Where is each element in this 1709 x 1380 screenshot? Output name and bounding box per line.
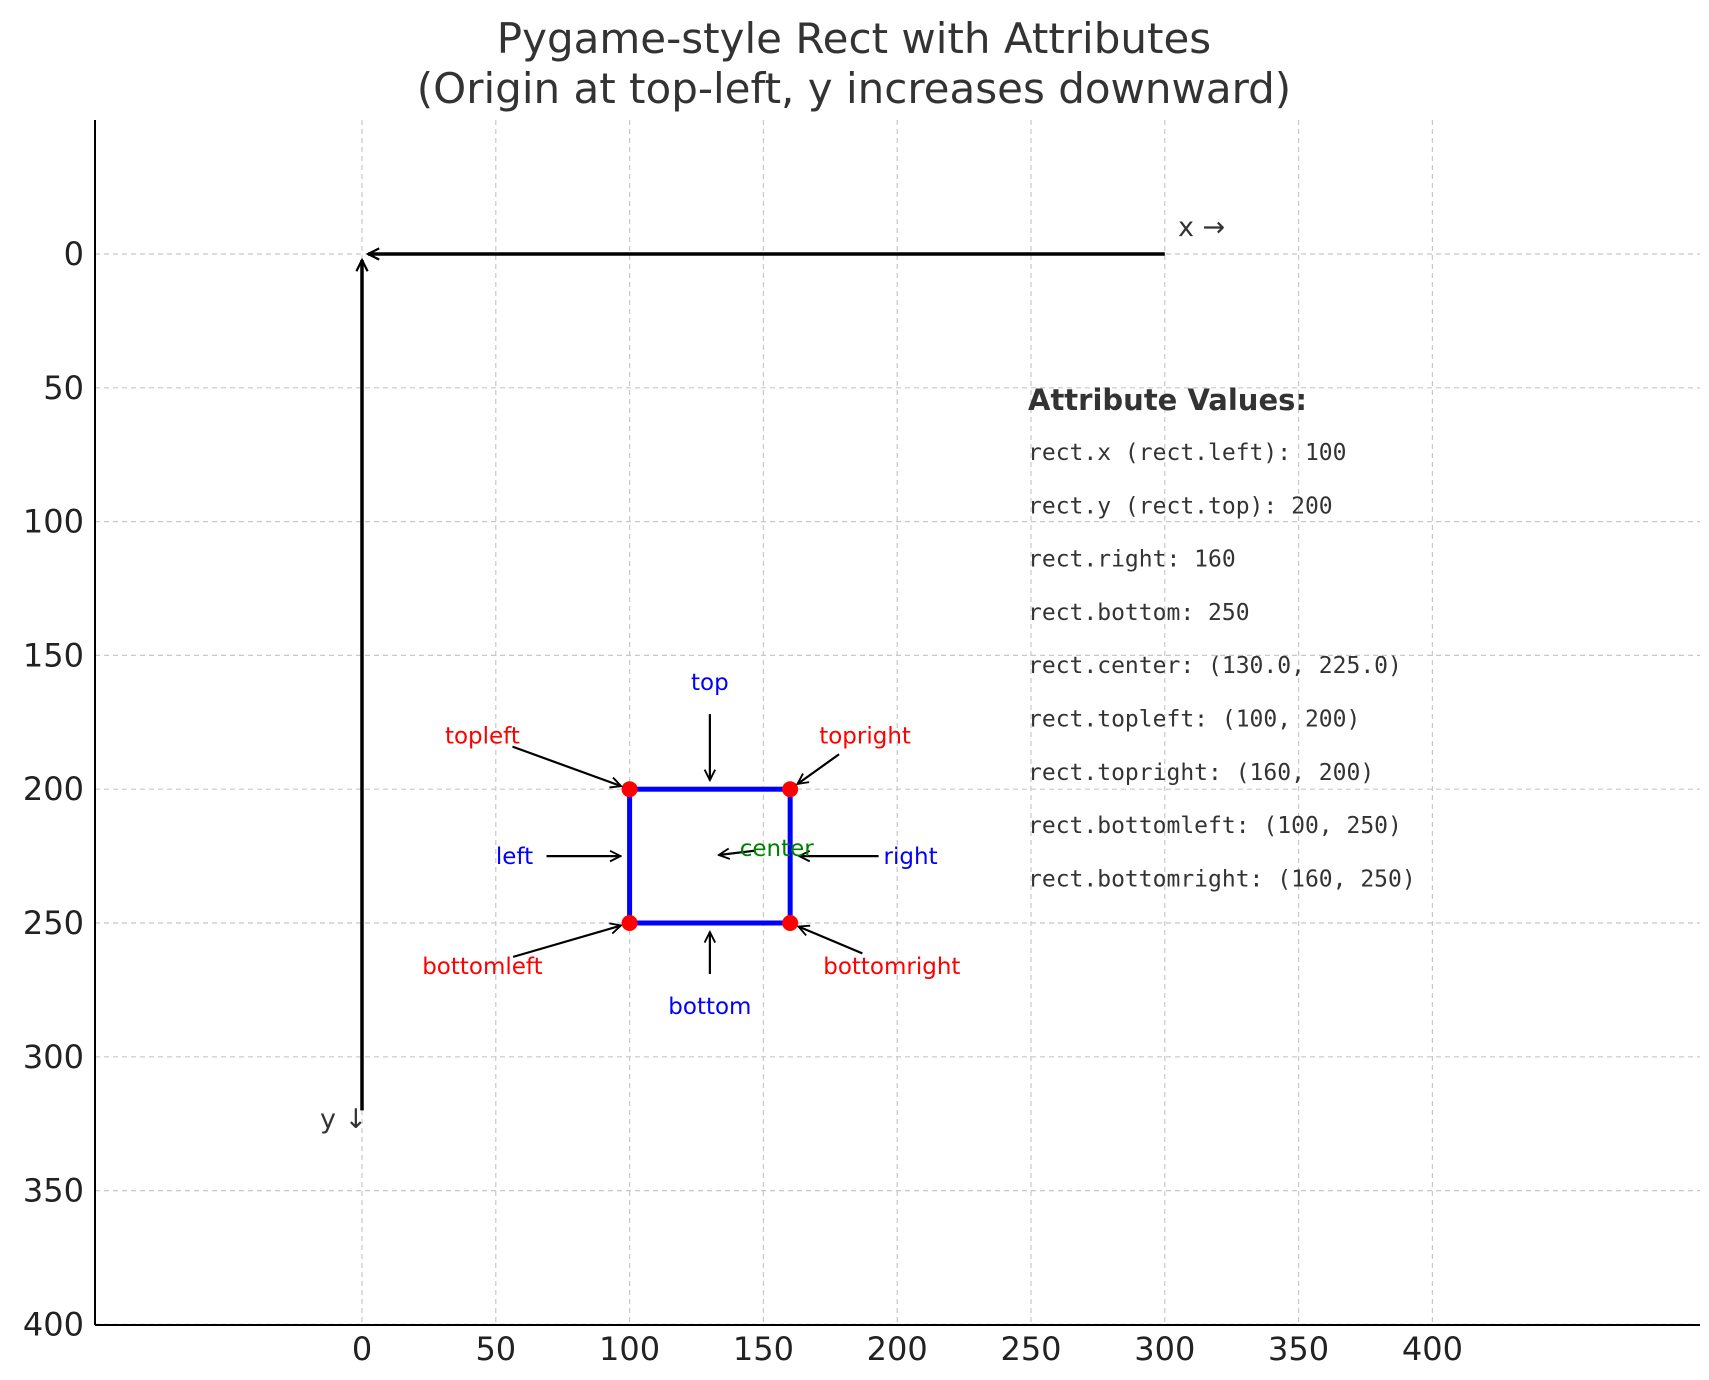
x-tick-label: 350 [1268, 1330, 1329, 1368]
y-tick-label: 350 [23, 1172, 84, 1210]
annotation-label-left: left [496, 844, 533, 870]
x-tick-label: 50 [475, 1330, 516, 1368]
y-tick-label: 300 [23, 1038, 84, 1076]
annotation-label-topleft: topleft [445, 724, 520, 750]
y-tick-label: 200 [23, 770, 84, 808]
x-tick-label: 300 [1134, 1330, 1195, 1368]
y-tick-label: 150 [23, 636, 84, 674]
annotation-label-bottomleft: bottomleft [422, 954, 542, 980]
annotation-label-topright: topright [819, 724, 911, 750]
origin-arrows [362, 254, 1165, 1111]
corner-point-topright [782, 781, 799, 798]
grid [95, 120, 1700, 1326]
x-tick-label: 150 [733, 1330, 794, 1368]
rect-outline [627, 786, 793, 926]
attribute-line: rect.bottom: 250 [1028, 600, 1250, 626]
x-tick-label: 250 [1000, 1330, 1061, 1368]
annotation-label-right: right [884, 844, 938, 870]
attribute-line: rect.topleft: (100, 200) [1028, 707, 1360, 733]
corner-point-topleft [621, 781, 638, 798]
corner-point-bottomleft [621, 915, 638, 931]
rect-shape [621, 781, 799, 931]
attribute-line: rect.center: (130.0, 225.0) [1028, 653, 1402, 679]
annotation-label-bottomright: bottomright [823, 954, 960, 980]
annotation-arrow-bottomright [798, 926, 863, 955]
attribute-line: rect.x (rect.left): 100 [1028, 440, 1347, 466]
attribute-line: rect.right: 160 [1028, 547, 1236, 573]
y-tick-label: 250 [23, 904, 84, 942]
annotation-label-center: center [740, 836, 815, 862]
x-tick-label: 200 [867, 1330, 928, 1368]
annotation-arrow-center [719, 851, 756, 855]
x-tick-label: 400 [1402, 1330, 1463, 1368]
y-tick-label: 400 [23, 1305, 84, 1343]
axes [94, 120, 1700, 1326]
y-tick-label: 50 [43, 369, 84, 407]
chart-title-line-2: (Origin at top-left, y increases downwar… [417, 64, 1291, 113]
x-tick-label: 100 [599, 1330, 660, 1368]
annotation-label-bottom: bottom [668, 994, 751, 1020]
attribute-line: rect.bottomright: (160, 250) [1028, 866, 1416, 892]
y-direction-label: y ↓ [320, 1104, 367, 1135]
y-tick-label: 0 [64, 235, 84, 273]
x-tick-label: 0 [352, 1330, 372, 1368]
annotation-arrow-topright [797, 753, 840, 784]
annotation-label-top: top [691, 670, 729, 696]
x-direction-label: x → [1178, 212, 1225, 243]
annotation-arrow-bottomleft [512, 926, 621, 958]
tick-labels: 0 50 100 150 200 250 300 350 400 0 50 100 150 200 250 3… [23, 235, 1463, 1368]
attribute-line: rect.topright: (160, 200) [1028, 760, 1374, 786]
attribute-line: rect.bottomleft: (100, 250) [1028, 813, 1402, 839]
y-tick-label: 100 [23, 503, 84, 541]
chart-title-line-1: Pygame-style Rect with Attributes [497, 14, 1211, 63]
annotation-arrow-topleft [512, 745, 621, 787]
corner-point-bottomright [782, 915, 799, 931]
attribute-panel: Attribute Values: rect.x (rect.left): 100… [1028, 383, 1416, 892]
attribute-line: rect.y (rect.top): 200 [1028, 493, 1333, 519]
attribute-panel-title: Attribute Values: [1028, 383, 1307, 417]
